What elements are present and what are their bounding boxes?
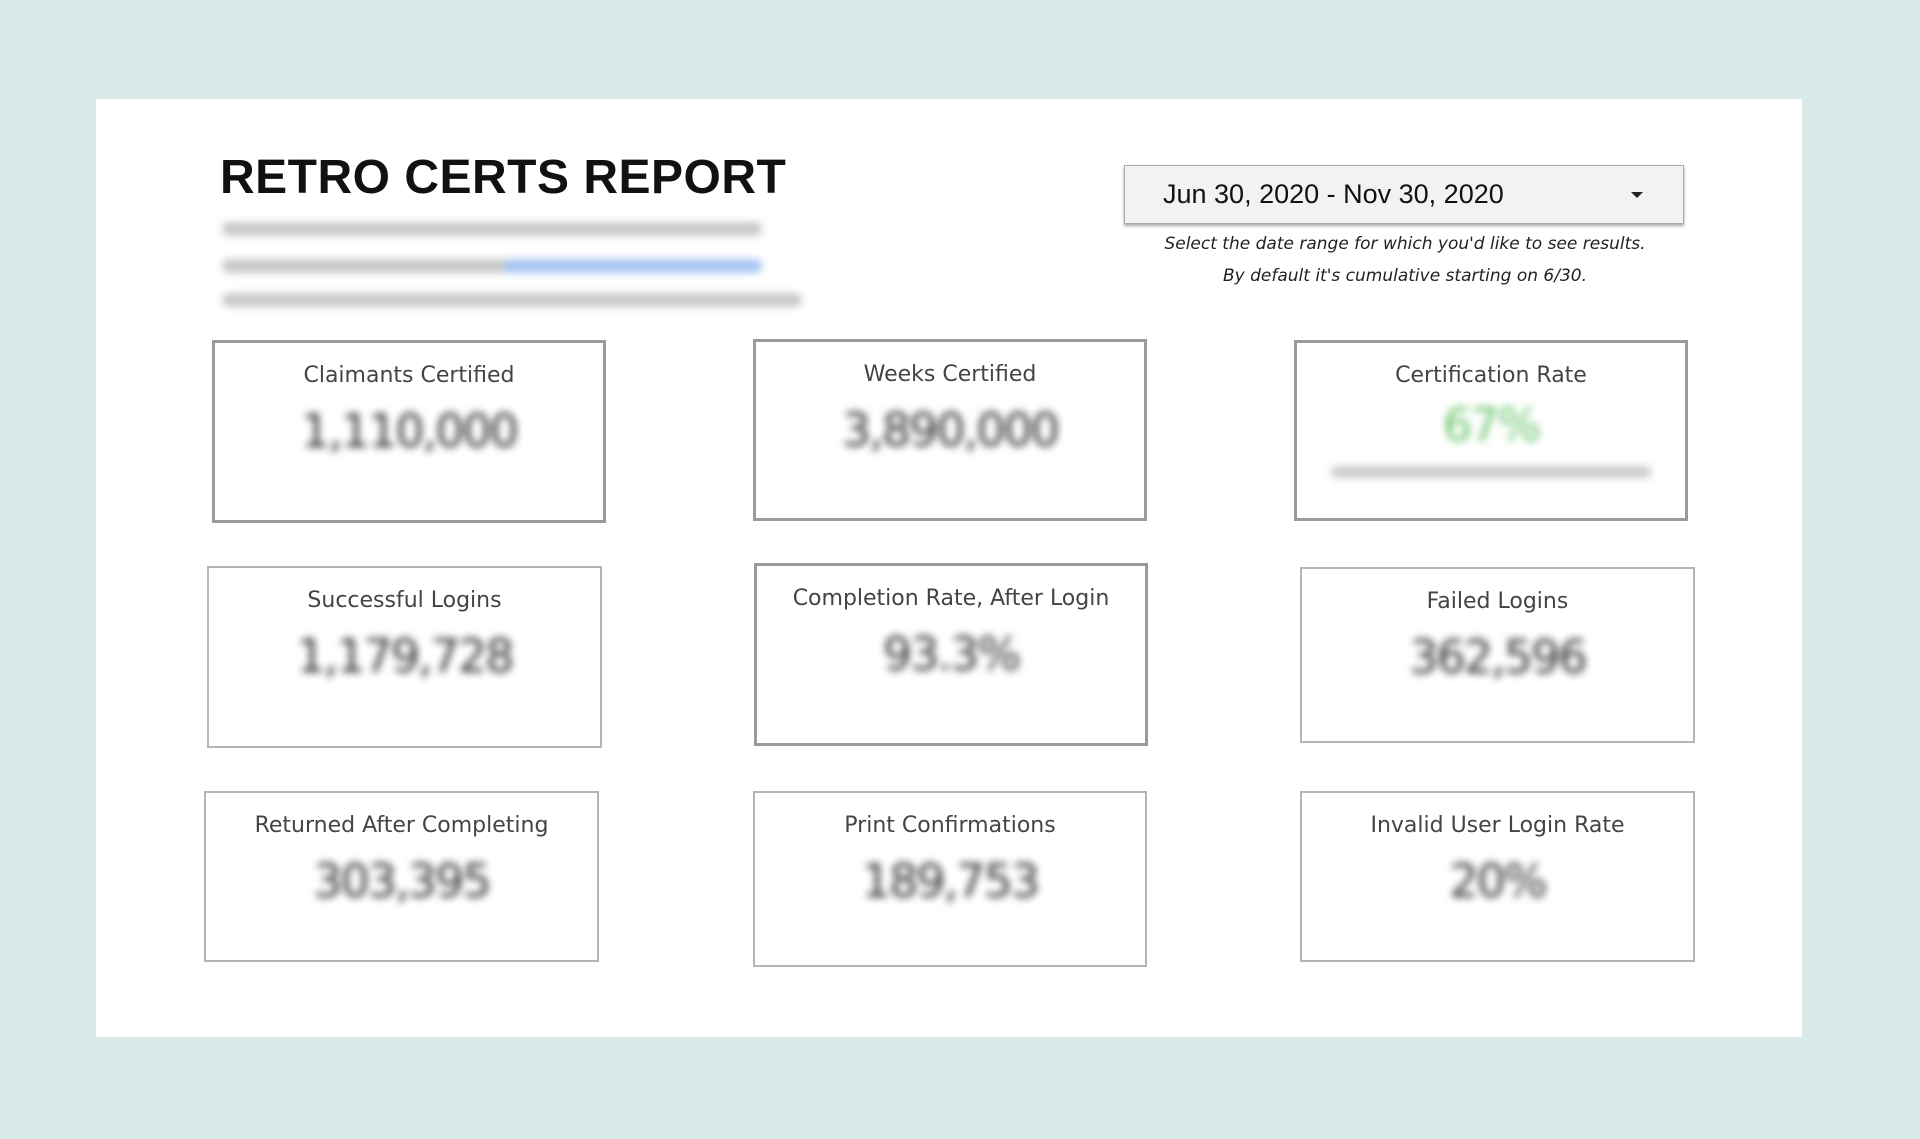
blurred-description-line (222, 293, 802, 307)
date-range-dropdown[interactable]: Jun 30, 2020 - Nov 30, 2020 (1124, 165, 1684, 224)
card-value: 93.3% (882, 627, 1021, 681)
card-label: Completion Rate, After Login (792, 586, 1110, 611)
card-value: 1,179,728 (296, 629, 514, 683)
date-help-text: By default it's cumulative starting on 6… (1222, 266, 1588, 286)
card-label: Failed Logins (1426, 589, 1569, 614)
card-value: 189,753 (861, 854, 1040, 908)
blurred-subtext (1331, 466, 1651, 478)
date-range-value: Jun 30, 2020 - Nov 30, 2020 (1163, 179, 1504, 209)
card-successful-logins: Successful Logins 1,179,728 (207, 566, 602, 748)
blurred-description-line (222, 222, 762, 236)
card-value: 67% (1442, 398, 1541, 452)
card-value: 1,110,000 (300, 404, 519, 458)
card-claimants-certified: Claimants Certified 1,110,000 (212, 340, 606, 523)
blurred-description-line (222, 259, 762, 273)
card-label: Invalid User Login Rate (1370, 813, 1625, 838)
card-label: Certification Rate (1395, 363, 1587, 388)
card-value: 3,890,000 (841, 403, 1060, 457)
card-weeks-certified: Weeks Certified 3,890,000 (753, 339, 1147, 521)
card-label: Returned After Completing (254, 813, 549, 838)
card-value: 362,596 (1409, 630, 1587, 684)
card-returned-after-completing: Returned After Completing 303,395 (204, 791, 599, 962)
card-invalid-user-login-rate: Invalid User Login Rate 20% (1300, 791, 1695, 962)
date-help-text: Select the date range for which you'd li… (1164, 234, 1646, 254)
card-print-confirmations: Print Confirmations 189,753 (753, 791, 1147, 967)
card-label: Successful Logins (307, 588, 502, 613)
caret-down-icon (1631, 192, 1643, 198)
card-label: Print Confirmations (844, 813, 1056, 838)
card-certification-rate: Certification Rate 67% (1294, 340, 1688, 521)
card-label: Weeks Certified (863, 362, 1037, 387)
card-value: 20% (1449, 854, 1547, 908)
card-value: 303,395 (313, 854, 491, 908)
blurred-email-link[interactable] (504, 259, 762, 273)
page-title: RETRO CERTS REPORT (220, 151, 787, 204)
card-failed-logins: Failed Logins 362,596 (1300, 567, 1695, 743)
card-label: Claimants Certified (303, 363, 515, 388)
card-completion-rate: Completion Rate, After Login 93.3% (754, 563, 1148, 746)
